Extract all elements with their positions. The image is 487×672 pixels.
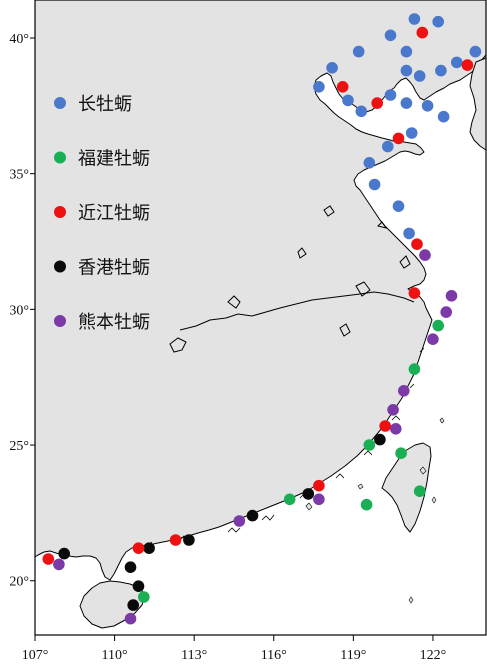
site-marker-hongkong xyxy=(132,580,145,592)
longitude-axis: 107° 110° 113° 116° 119° 122° xyxy=(22,635,447,663)
site-marker-kumamoto xyxy=(390,423,402,435)
site-marker-kumamoto xyxy=(233,515,246,527)
site-marker-jinjiang xyxy=(408,287,421,299)
site-marker-jinjiang xyxy=(42,553,55,565)
site-marker-changmuli xyxy=(352,45,365,58)
site-marker-fujian xyxy=(395,447,407,460)
lake-detail xyxy=(169,205,411,353)
site-marker-changmuli xyxy=(313,81,325,93)
latitude-axis: 20° 25° 30° 35° 40° xyxy=(9,32,35,590)
site-marker-kumamoto xyxy=(313,493,325,506)
site-marker-kumamoto xyxy=(387,404,399,416)
map-frame xyxy=(34,0,487,636)
legend-marker-kumamoto xyxy=(54,315,66,327)
site-marker-changmuli xyxy=(405,127,418,139)
site-marker-changmuli xyxy=(469,45,482,58)
site-marker-jinjiang xyxy=(132,542,145,554)
site-marker-kumamoto xyxy=(440,306,453,318)
site-marker-changmuli xyxy=(392,200,405,212)
site-marker-changmuli xyxy=(432,15,445,28)
site-marker-jinjiang xyxy=(169,534,182,546)
legend-label-jinjiang: 近江牡蛎 xyxy=(78,203,150,224)
site-marker-hongkong xyxy=(143,542,155,554)
site-marker-hongkong xyxy=(246,509,259,522)
site-marker-hongkong xyxy=(127,599,139,611)
legend-marker-changmuli xyxy=(54,97,66,109)
site-marker-fujian xyxy=(432,319,445,332)
legend-label-fujian: 福建牡蛎 xyxy=(78,149,150,170)
x-tick-label: 107° xyxy=(22,648,49,663)
legend-marker-hongkong xyxy=(54,260,66,273)
x-tick-label: 110° xyxy=(102,648,128,663)
x-tick-label: 122° xyxy=(420,648,447,663)
site-marker-hongkong xyxy=(124,561,137,573)
site-marker-changmuli xyxy=(435,64,447,77)
site-marker-jinjiang xyxy=(392,132,405,145)
x-tick-label: 116° xyxy=(261,648,287,663)
site-marker-hongkong xyxy=(58,547,70,560)
y-tick-label: 40° xyxy=(9,32,29,47)
small-islands xyxy=(305,417,445,604)
site-marker-kumamoto xyxy=(419,249,431,261)
site-marker-changmuli xyxy=(363,157,376,169)
legend-marker-fujian xyxy=(54,151,66,164)
y-tick-label: 35° xyxy=(9,168,29,183)
site-marker-jinjiang xyxy=(336,81,349,93)
site-marker-jinjiang xyxy=(313,479,325,492)
site-marker-kumamoto xyxy=(398,385,410,397)
site-marker-changmuli xyxy=(403,227,415,240)
x-tick-label: 113° xyxy=(181,648,207,663)
yangtze-river xyxy=(179,291,415,331)
taiwan-island-land xyxy=(381,442,432,533)
site-marker-kumamoto xyxy=(445,290,458,302)
site-marker-changmuli xyxy=(437,110,450,123)
site-marker-kumamoto xyxy=(124,612,137,625)
legend-label-changmuli: 长牡蛎 xyxy=(78,94,132,115)
site-marker-hongkong xyxy=(183,534,195,546)
sampling-sites xyxy=(42,13,482,625)
site-marker-changmuli xyxy=(400,45,413,58)
site-marker-jinjiang xyxy=(379,420,392,432)
site-marker-changmuli xyxy=(451,56,463,69)
y-tick-label: 25° xyxy=(9,439,29,454)
site-marker-changmuli xyxy=(408,13,421,25)
site-marker-kumamoto xyxy=(53,558,65,571)
legend-label-hongkong: 香港牡蛎 xyxy=(78,258,150,279)
site-marker-changmuli xyxy=(400,64,413,77)
site-marker-jinjiang xyxy=(371,97,384,109)
y-tick-label: 30° xyxy=(9,303,29,318)
y-tick-label: 20° xyxy=(9,575,29,590)
site-marker-fujian xyxy=(138,591,150,603)
site-marker-fujian xyxy=(363,439,376,451)
site-marker-fujian xyxy=(408,363,421,375)
site-marker-changmuli xyxy=(413,70,426,82)
site-marker-changmuli xyxy=(342,94,354,107)
x-tick-label: 119° xyxy=(340,648,366,663)
legend-marker-jinjiang xyxy=(54,206,66,218)
site-marker-fujian xyxy=(413,485,426,498)
site-marker-changmuli xyxy=(400,97,413,109)
site-marker-changmuli xyxy=(355,105,368,118)
site-marker-changmuli xyxy=(421,100,434,112)
site-marker-hongkong xyxy=(374,433,386,446)
site-marker-jinjiang xyxy=(416,26,429,39)
site-marker-fujian xyxy=(360,498,373,511)
site-marker-jinjiang xyxy=(461,59,474,71)
site-marker-kumamoto xyxy=(427,333,439,346)
site-marker-changmuli xyxy=(382,140,394,153)
site-marker-hongkong xyxy=(302,488,315,500)
site-marker-changmuli xyxy=(384,29,397,42)
site-marker-changmuli xyxy=(326,62,338,74)
site-marker-changmuli xyxy=(368,178,381,191)
site-marker-changmuli xyxy=(384,89,397,101)
site-marker-fujian xyxy=(283,493,296,506)
legend-label-kumamoto: 熊本牡蛎 xyxy=(78,312,150,333)
site-marker-jinjiang xyxy=(411,238,423,250)
